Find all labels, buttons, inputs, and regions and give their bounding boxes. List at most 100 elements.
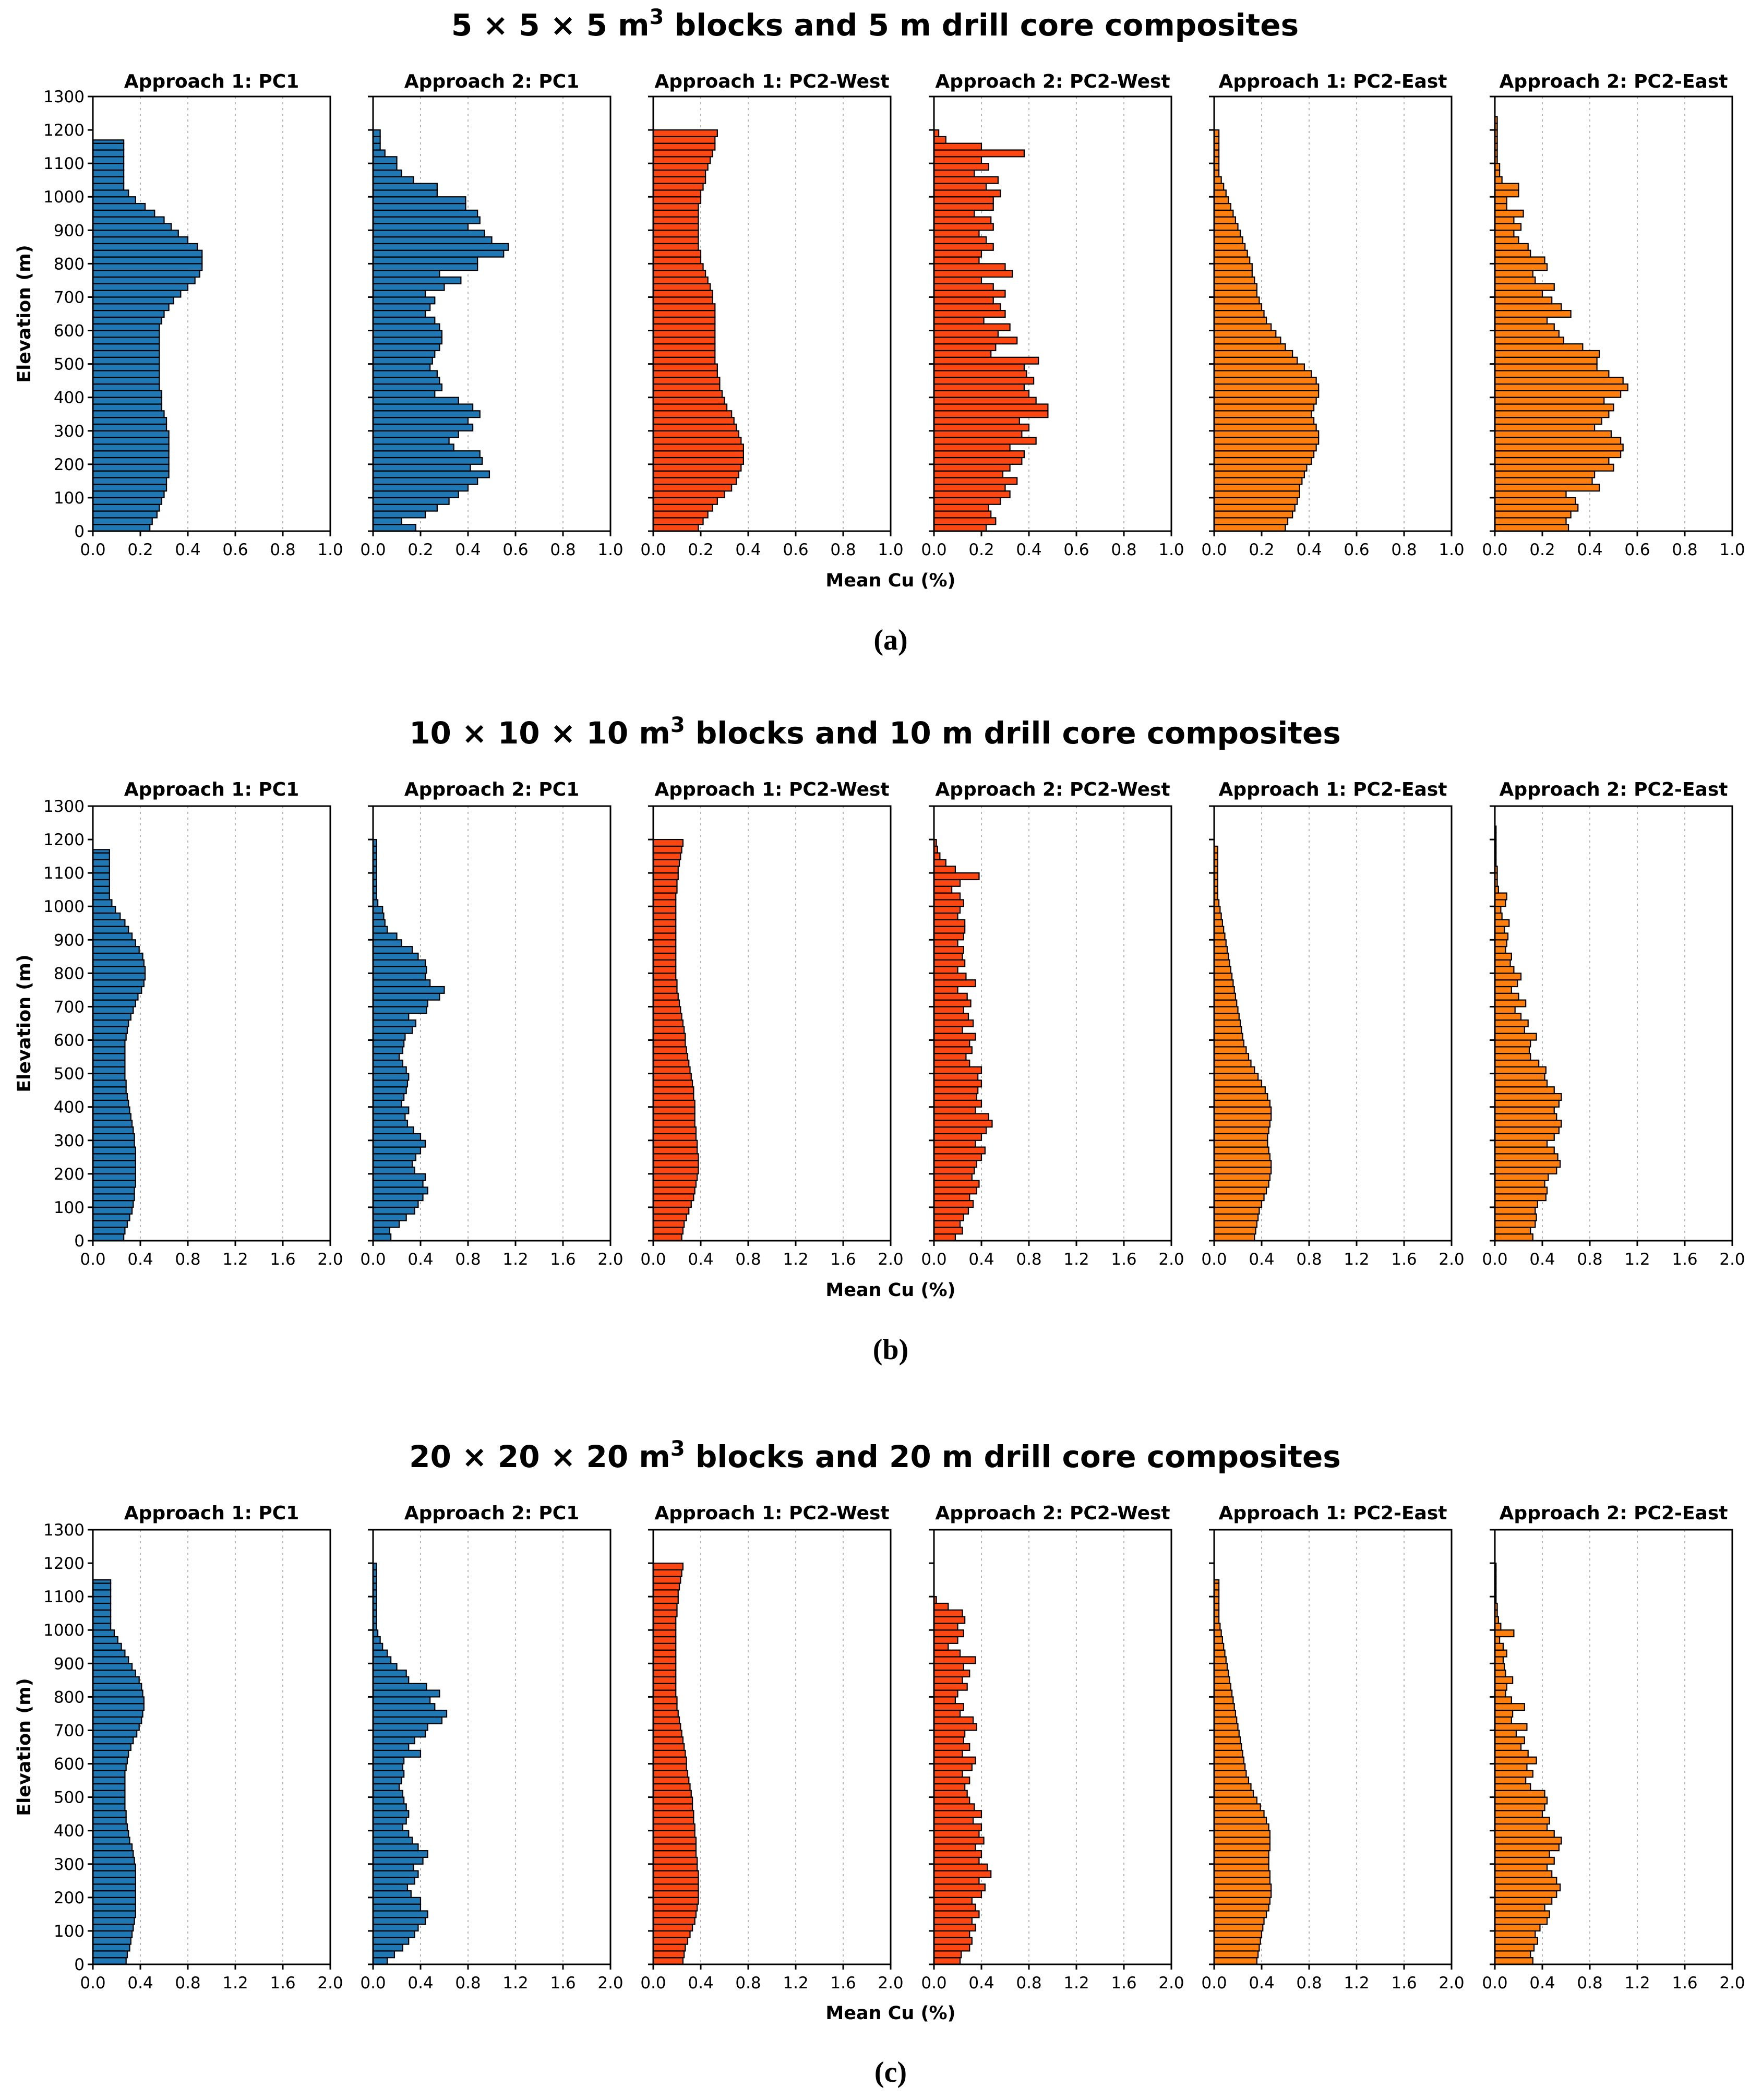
bar (372, 383, 443, 391)
bar (933, 330, 999, 338)
bar (1494, 1079, 1548, 1088)
x-tick-label: 1.0 (1439, 541, 1464, 559)
x-tick-label: 0.0 (640, 1974, 666, 1993)
bar (372, 370, 438, 378)
bar (1213, 1903, 1269, 1912)
subplot-2: Approach 2: PC1 0.0 0.4 0.8 1.2 1.6 2.0 (360, 779, 623, 1269)
bar (652, 1576, 681, 1584)
bar (92, 1059, 126, 1067)
bar (92, 290, 182, 298)
bar (1213, 1039, 1244, 1048)
bar (372, 1649, 388, 1658)
bar (1494, 276, 1536, 284)
bar (372, 350, 436, 358)
bar (652, 477, 737, 485)
bar (652, 1943, 686, 1952)
bar (372, 249, 505, 258)
bar (372, 1903, 422, 1912)
bar (933, 1897, 973, 1905)
x-tick-label: 0.8 (735, 1974, 761, 1993)
bar (1494, 296, 1553, 305)
bar (92, 966, 146, 974)
bar (1213, 477, 1303, 485)
x-tick-label: 0.6 (783, 541, 808, 559)
bar (92, 932, 133, 941)
subplot-6: Approach 2: PC2-East 0.0 0.4 0.8 1.2 1.6 2.0 (1482, 1503, 1745, 1993)
bar (372, 1957, 388, 1965)
x-tick-label: 0.8 (270, 541, 295, 559)
chart-title-superscript: 3 (670, 713, 685, 737)
subplot-title: Approach 2: PC2-East (1500, 1503, 1728, 1524)
chart-title: 10 × 10 × 10 m3 blocks and 10 m drill co… (409, 713, 1341, 751)
bar (1494, 966, 1515, 974)
x-tick-label: 0.2 (1529, 541, 1555, 559)
bar (372, 142, 381, 151)
bar (933, 1099, 982, 1108)
bar (372, 1066, 407, 1074)
bar (1213, 283, 1258, 291)
bar (92, 946, 140, 954)
bar (1213, 263, 1253, 271)
y-tick-label: 1000 (43, 897, 85, 916)
bar (1213, 952, 1229, 961)
x-tick-label: 1.6 (1391, 1974, 1417, 1993)
bar (652, 517, 704, 525)
bar (92, 906, 116, 914)
bar (933, 1079, 982, 1088)
bar (652, 1870, 699, 1878)
subplot-title: Approach 1: PC1 (124, 71, 299, 92)
bar (1213, 1783, 1252, 1791)
bar (1494, 1783, 1531, 1791)
x-tick-label: 0.8 (830, 541, 856, 559)
bar (372, 1910, 428, 1918)
x-tick-label: 0.8 (1296, 1974, 1322, 1993)
plot-frame (92, 805, 331, 1242)
bar (652, 1649, 677, 1658)
bar (933, 256, 980, 265)
bar (652, 946, 677, 954)
bar (1213, 463, 1308, 472)
chart-title: 5 × 5 × 5 m3 blocks and 5 m drill core c… (451, 5, 1299, 43)
bar (92, 979, 145, 988)
bar (1494, 1126, 1560, 1135)
bar (372, 1006, 427, 1014)
bar (652, 1113, 696, 1121)
bar (652, 892, 677, 901)
bar (372, 1670, 407, 1678)
bar (933, 1046, 973, 1054)
bar (933, 410, 1049, 418)
bar (933, 450, 1025, 459)
bar (1213, 1656, 1227, 1664)
bar (652, 1696, 678, 1705)
bar (1213, 1850, 1269, 1858)
bar (92, 1019, 129, 1028)
bar (933, 1642, 949, 1651)
bar (1213, 1943, 1260, 1952)
x-tick-label: 0.0 (1482, 541, 1507, 559)
bar (372, 303, 431, 311)
bar (1213, 1013, 1240, 1021)
bar (652, 490, 725, 499)
bar (652, 290, 713, 298)
bar (372, 1924, 419, 1932)
bar (92, 1146, 137, 1155)
bar (1494, 1770, 1533, 1778)
bar (652, 1716, 680, 1724)
bar (1213, 1930, 1263, 1938)
bar (652, 1173, 698, 1181)
bar (933, 1823, 982, 1831)
subplot-title: Approach 1: PC2-East (1219, 71, 1447, 92)
bar (1213, 256, 1251, 265)
bar (92, 1816, 127, 1825)
bar (372, 1146, 422, 1155)
bar (92, 1950, 128, 1959)
bar (92, 1629, 115, 1638)
subplot-4: Approach 2: PC2-West 0.0 0.4 0.8 1.2 1.6 2.0 (921, 1503, 1184, 1993)
bar (1494, 946, 1506, 954)
bar (92, 423, 167, 431)
panel-2: 10 × 10 × 10 m3 blocks and 10 m drill co… (14, 713, 1745, 1366)
bar (92, 919, 126, 927)
bar (372, 356, 433, 365)
chart-title-superscript: 3 (670, 1437, 685, 1461)
bar (933, 202, 994, 211)
